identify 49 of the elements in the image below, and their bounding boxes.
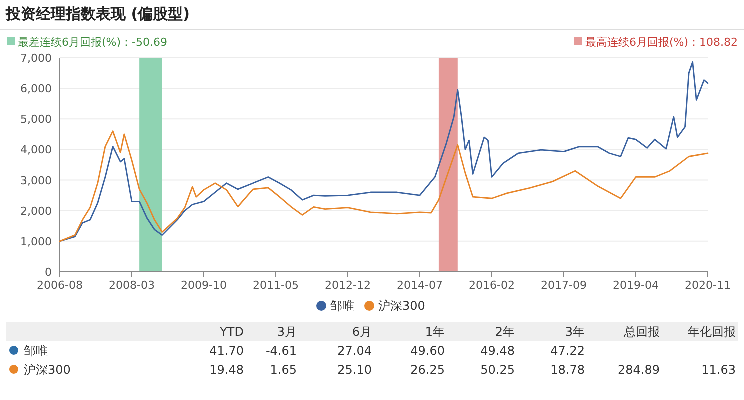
data-label: 49.48 [480, 344, 515, 358]
x-tick-label: 2008-03 [109, 279, 155, 292]
x-tick-label: 2009-10 [181, 279, 227, 292]
data-label: 1.65 [270, 363, 297, 377]
y-tick-label: 5,000 [20, 113, 52, 126]
y-tick-label: 4,000 [20, 144, 52, 157]
chart-title: 投资经理指数表现 (偏股型) [5, 5, 190, 23]
data-label: 50.25 [480, 363, 515, 377]
data-label: 284.89 [618, 363, 660, 377]
legend-label: 最差连续6月回报(%)：-50.69 [18, 36, 168, 49]
category-label: 6月 [352, 325, 372, 339]
data-label: 18.78 [550, 363, 585, 377]
legend-label: 邹唯 [330, 299, 354, 313]
y-tick-label: 0 [45, 266, 52, 279]
legend-label: 最高连续6月回报(%)：108.82 [585, 36, 738, 49]
data-label: 27.04 [338, 344, 372, 358]
data-label: -4.61 [266, 344, 297, 358]
category-label: YTD [219, 325, 244, 339]
line-series [59, 62, 709, 242]
y-tick-label: 6,000 [20, 82, 52, 96]
data-label: 41.70 [210, 344, 244, 358]
category-label: 2年 [495, 325, 515, 339]
y-tick-label: 7,000 [20, 52, 52, 65]
x-tick-label: 2019-04 [613, 279, 659, 292]
category-label: 3年 [565, 325, 585, 339]
legend-label: 邹唯 [24, 344, 48, 358]
y-tick-label: 1,000 [20, 235, 52, 248]
data-label: 19.48 [210, 363, 244, 377]
data-label: 11.63 [702, 363, 736, 377]
x-tick-label: 2011-05 [253, 279, 299, 292]
category-label: 1年 [425, 325, 445, 339]
x-tick-label: 2016-02 [469, 279, 515, 292]
y-tick-label: 3,000 [20, 174, 52, 188]
legend-label: 沪深300 [24, 363, 71, 377]
x-tick-label: 2012-12 [325, 279, 371, 292]
legend-label: 沪深300 [378, 299, 426, 313]
category-label: 3月 [277, 325, 297, 339]
line-series [59, 130, 709, 242]
category-label: 年化回报 [688, 325, 736, 339]
y-tick-label: 2,000 [20, 204, 52, 218]
data-label: 49.60 [410, 344, 445, 358]
x-tick-label: 2017-09 [541, 279, 587, 292]
data-label: 26.25 [410, 363, 445, 377]
x-tick-label: 2006-08 [37, 279, 83, 292]
x-tick-label: 2020-11 [685, 279, 731, 292]
category-label: 总回报 [623, 325, 660, 339]
data-label: 25.10 [338, 363, 372, 377]
x-tick-label: 2014-07 [397, 279, 443, 292]
data-label: 47.22 [550, 344, 585, 358]
